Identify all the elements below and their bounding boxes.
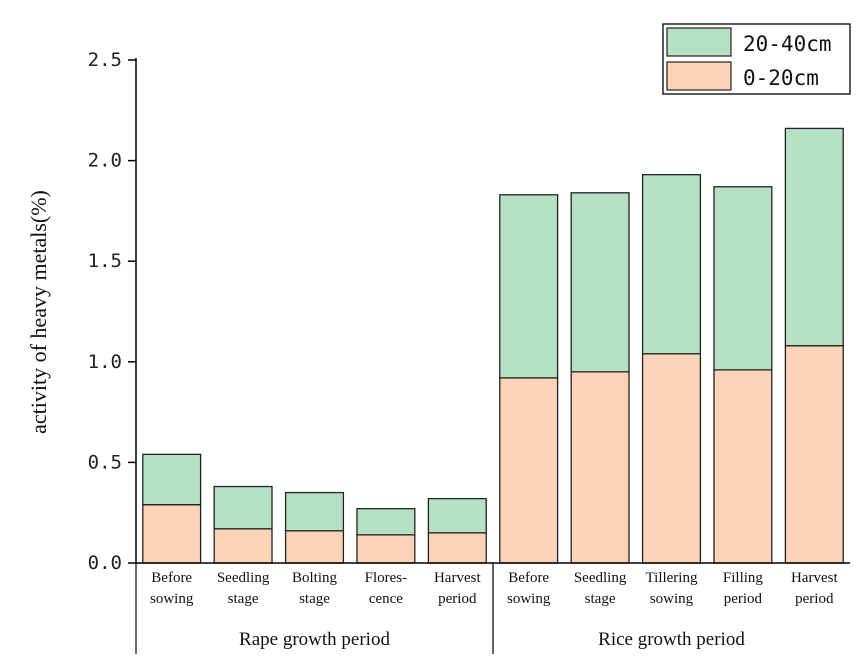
bar-segment [784,127,844,347]
legend-label: 20-40cm [743,32,832,56]
x-category-label: period [438,591,477,607]
x-category-label: Seedling [217,570,270,586]
bars [142,127,844,564]
bar-segment [213,528,273,564]
bar-segment [713,369,773,564]
y-tick-label: 0.5 [88,451,122,473]
bar-segment [784,345,844,564]
bar-segment [213,485,273,530]
y-axis-title-group: activity of heavy metals(%) [26,190,51,434]
bar-segment [641,174,702,355]
x-group-label: Rape growth period [239,629,390,650]
bar-segment [356,508,416,536]
x-category-label: stage [299,591,330,607]
x-category-label: Flores- [365,570,408,586]
x-category-label: stage [585,591,616,607]
x-group-label: Rice growth period [598,629,745,650]
y-tick-label: 2.5 [88,49,122,71]
x-category-label: sowing [650,591,694,607]
x-category-label: Tillering [646,570,698,586]
bar-segment [284,530,345,564]
legend-label: 0-20cm [743,66,819,90]
x-category-label: Harvest [791,570,838,586]
y-tick-label: 1.0 [88,351,122,373]
bar-segment [284,491,345,532]
legend-swatch [666,27,732,57]
x-category-label: Before [508,570,549,586]
bar-segment [356,534,416,564]
x-axis: Before sowing Seedling stage Bolting stage Flo… [135,562,850,654]
bar-segment [427,532,487,564]
legend-swatch [666,61,732,91]
y-axis-title: activity of heavy metals(%) [26,190,51,434]
x-category-label: sowing [507,591,551,607]
bar-segment [499,194,559,379]
x-category-label: Seedling [574,570,627,586]
x-category-label: cence [369,591,403,607]
x-category-label: stage [228,591,259,607]
y-axis: 0.0 0.5 1.0 1.5 2.0 2.5 [88,49,137,574]
bar-segment [142,503,202,564]
x-category-label: Filling [723,570,764,586]
x-category-label: Before [151,570,192,586]
y-tick-label: 2.0 [88,150,122,172]
x-category-label: period [724,591,763,607]
bar-segment [499,377,559,564]
bar-segment [427,497,487,534]
x-category-label: sowing [150,591,194,607]
bar-segment [570,371,630,564]
bar-segment [713,186,773,371]
bar-segment [570,192,630,373]
legend: 20-40cm 0-20cm [662,23,851,95]
x-category-label: period [795,591,834,607]
x-category-label: Bolting [292,570,338,586]
bar-segment [142,453,202,506]
x-category-label: Harvest [434,570,481,586]
y-tick-label: 1.5 [88,250,122,272]
bar-segment [641,353,702,564]
y-tick-label: 0.0 [88,552,122,574]
